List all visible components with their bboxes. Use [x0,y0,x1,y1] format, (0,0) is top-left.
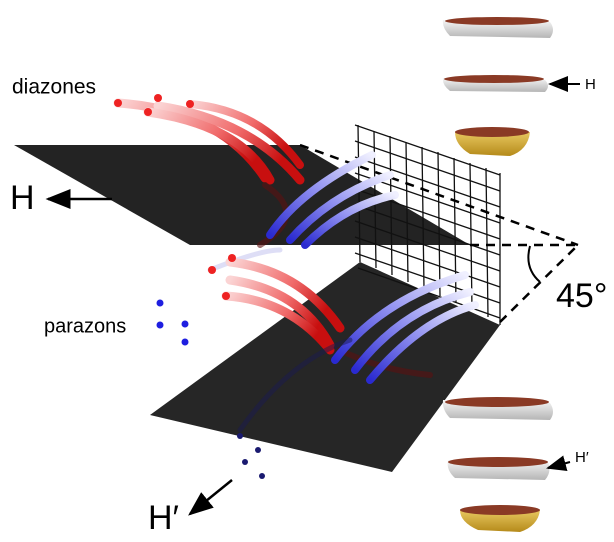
parazons-label: parazons [44,315,126,337]
lower-plane [150,262,500,472]
h-prime-field-label: H′ [148,499,179,537]
h-field-label: H [10,179,35,217]
h-boat-label: H [585,76,596,93]
angle-arc [528,246,540,282]
angle-label: 45° [556,277,607,315]
diagram: diazones H parazons 45° H′ H H′ [0,0,614,542]
upper-plane [14,145,470,245]
h-prime-boat-label: H′ [575,449,589,466]
diazones-label: diazones [12,76,96,99]
